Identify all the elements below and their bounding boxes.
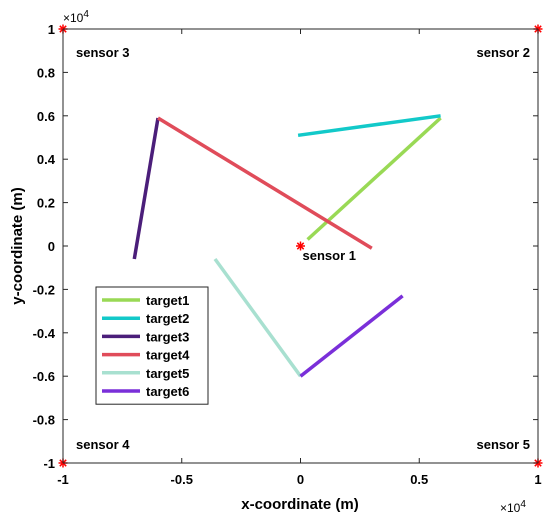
y-multiplier-base: ×10 <box>63 11 84 25</box>
legend-label: target5 <box>146 366 189 381</box>
sensor-label: sensor 1 <box>303 248 356 263</box>
y-tick-label: -0.2 <box>33 282 55 297</box>
series-line-target3 <box>132 117 160 260</box>
x-tick-label: -1 <box>57 472 69 487</box>
y-multiplier-exponent: 4 <box>83 9 89 20</box>
y-tick-label: -1 <box>43 456 55 471</box>
series-line-target2 <box>297 114 441 138</box>
sensor-label: sensor 4 <box>76 437 130 452</box>
y-tick-label: -0.6 <box>33 369 55 384</box>
legend-label: target6 <box>146 384 189 399</box>
y-tick-label: 1 <box>48 22 55 37</box>
chart-marks: sensor 1 sensor 2 sensor 3 sensor 4 sensor 5 <box>58 24 543 468</box>
series-line-target4 <box>157 116 373 250</box>
x-multiplier-exponent: 4 <box>520 499 526 510</box>
legend-label: target2 <box>146 311 189 326</box>
axis-ticks: -1 -0.5 0 0.5 1 -1 -0.8 -0.6 -0.4 -0.2 0 0.2 0.4 0.6 0… <box>33 22 542 487</box>
x-tick-label: 1 <box>534 472 541 487</box>
y-tick-label: -0.8 <box>33 413 55 428</box>
legend-label: target4 <box>146 348 190 363</box>
series-line-target5 <box>213 257 302 378</box>
legend-label: target3 <box>146 329 189 344</box>
sensor-label: sensor 3 <box>76 45 129 60</box>
x-tick-label: 0.5 <box>410 472 428 487</box>
legend-label: target1 <box>146 293 189 308</box>
legend: target1 target2 target3 target4 target5 targe… <box>95 286 209 405</box>
series-line-target6 <box>299 294 404 378</box>
legend-box <box>95 286 209 405</box>
x-multiplier-base: ×10 <box>500 501 521 515</box>
y-tick-label: 0.8 <box>37 65 55 80</box>
y-axis-label: y-coordinate (m) <box>9 187 26 305</box>
sensor-label: sensor 2 <box>477 45 530 60</box>
x-axis-multiplier: ×104 <box>500 499 526 515</box>
y-tick-label: -0.4 <box>33 326 56 341</box>
y-tick-label: 0.4 <box>37 152 56 167</box>
y-tick-label: 0.6 <box>37 109 55 124</box>
sensor-label: sensor 5 <box>477 437 530 452</box>
y-axis-multiplier: ×104 <box>63 9 89 25</box>
x-tick-label: 0 <box>297 472 304 487</box>
y-tick-label: 0 <box>48 239 55 254</box>
y-tick-label: 0.2 <box>37 196 55 211</box>
x-axis-label: x-coordinate (m) <box>241 496 359 513</box>
x-tick-label: -0.5 <box>171 472 193 487</box>
sensor-marker <box>296 241 305 251</box>
series-line-target1 <box>306 116 442 241</box>
